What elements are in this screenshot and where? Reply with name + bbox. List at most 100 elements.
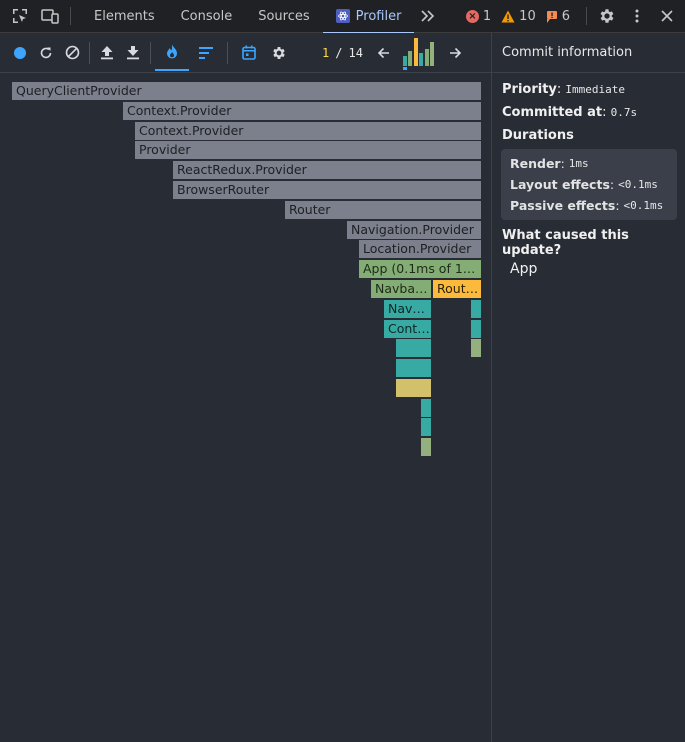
timeline-tab[interactable] xyxy=(232,35,266,71)
flame-node[interactable] xyxy=(471,320,482,338)
device-toolbar-icon[interactable] xyxy=(38,4,62,28)
commit-separator: / xyxy=(335,45,343,60)
commit-selector[interactable] xyxy=(402,36,437,70)
flame-node-context-provider[interactable]: Context.Provider xyxy=(135,122,482,140)
next-commit-button[interactable] xyxy=(443,35,469,71)
previous-commit-button[interactable] xyxy=(371,35,397,71)
tab-profiler-label: Profiler xyxy=(355,8,402,24)
flame-node[interactable] xyxy=(396,359,432,377)
clear-profiling-data-button[interactable] xyxy=(59,35,85,71)
flame-node[interactable] xyxy=(421,399,432,417)
commit-counter: 1 / 14 xyxy=(322,46,363,60)
layout-effects-label: Layout effects xyxy=(510,177,610,192)
render-value: 1ms xyxy=(568,157,589,170)
selected-commit-indicator xyxy=(402,66,407,70)
issues-badge[interactable]: 6 xyxy=(546,9,570,24)
separator xyxy=(70,7,71,25)
warnings-badge[interactable]: 10 xyxy=(501,9,536,24)
errors-badge[interactable]: × 1 xyxy=(465,8,492,24)
issues-count: 6 xyxy=(561,8,570,24)
arrow-right-icon xyxy=(450,47,462,58)
panel-title: Commit information xyxy=(502,45,633,60)
save-profile-button[interactable] xyxy=(120,35,146,71)
separator xyxy=(586,7,587,25)
passive-effects-value: <0.1ms xyxy=(623,199,664,212)
more-tabs-chevron-icon[interactable] xyxy=(416,4,440,28)
flame-icon xyxy=(167,44,177,59)
priority-value: Immediate xyxy=(565,83,626,96)
priority-row: Priority: Immediate xyxy=(502,82,626,97)
commit-bar[interactable] xyxy=(408,50,413,66)
render-label: Render xyxy=(510,156,561,171)
reload-and-profile-button[interactable] xyxy=(33,35,59,71)
flame-node[interactable] xyxy=(471,300,482,318)
record-icon xyxy=(14,46,26,59)
commit-bar[interactable] xyxy=(430,41,435,66)
inspect-element-icon[interactable] xyxy=(8,4,32,28)
flame-node-location-provider[interactable]: Location.Provider xyxy=(359,240,482,258)
flame-node-context-provider[interactable]: Context.Provider xyxy=(123,102,482,120)
render-duration-row: Render: 1ms xyxy=(510,156,589,171)
flame-node-router[interactable]: Router xyxy=(285,201,482,219)
ranked-chart-tab[interactable] xyxy=(189,35,223,71)
flame-node-navigation-provider[interactable]: Navigation.Provider xyxy=(347,221,482,239)
durations-list: Render: 1ms Layout effects: <0.1ms Passi… xyxy=(501,149,677,220)
tab-elements[interactable]: Elements xyxy=(94,8,155,24)
load-profile-button[interactable] xyxy=(94,35,120,71)
update-cause-row: What caused this update? xyxy=(492,228,685,258)
commit-info-header: Commit information xyxy=(492,33,685,73)
issues-flag-icon xyxy=(546,10,557,23)
flame-node[interactable] xyxy=(421,418,432,436)
flame-node-query-client-provider[interactable]: QueryClientProvider xyxy=(12,82,482,100)
commit-index: 1 xyxy=(322,45,330,60)
layout-effects-value: <0.1ms xyxy=(618,178,658,191)
commit-total: 14 xyxy=(348,45,363,60)
errors-count: 1 xyxy=(482,8,492,24)
settings-gear-icon[interactable] xyxy=(595,4,619,28)
flame-node-app[interactable]: App (0.1ms of 1ms) xyxy=(359,260,482,278)
commit-bar[interactable] xyxy=(413,37,418,66)
clear-icon xyxy=(65,45,79,60)
tab-console[interactable]: Console xyxy=(180,8,233,24)
flame-node-container[interactable]: Cont… xyxy=(384,320,432,338)
arrow-left-icon xyxy=(378,47,390,58)
ranked-chart-icon xyxy=(199,46,213,59)
profiler-toolbar: 1 / 14 xyxy=(0,33,491,73)
flamegraph: QueryClientProvider Context.Provider Con… xyxy=(0,74,491,742)
update-cause-component[interactable]: App xyxy=(510,261,538,277)
passive-effects-label: Passive effects xyxy=(510,198,616,213)
flame-node[interactable] xyxy=(471,339,482,357)
commit-bar[interactable] xyxy=(402,55,407,66)
flame-node-navbar[interactable]: Navbar… xyxy=(371,280,432,298)
more-options-kebab-icon[interactable] xyxy=(625,4,649,28)
commit-bar[interactable] xyxy=(419,52,424,66)
flame-node-react-redux-provider[interactable]: ReactRedux.Provider xyxy=(173,161,482,179)
close-devtools-icon[interactable] xyxy=(655,4,679,28)
commit-bar[interactable] xyxy=(424,48,429,66)
separator xyxy=(89,41,90,64)
committed-at-row: Committed at: 0.7s xyxy=(502,105,638,120)
separator xyxy=(227,41,228,64)
flame-node[interactable] xyxy=(396,339,432,357)
profiler-settings-button[interactable] xyxy=(266,35,292,71)
tab-sources[interactable]: Sources xyxy=(258,8,310,24)
error-icon: × xyxy=(465,9,479,23)
flame-node[interactable] xyxy=(421,438,432,456)
tab-profiler[interactable]: Profiler xyxy=(322,0,415,34)
flame-node-browser-router[interactable]: BrowserRouter xyxy=(173,181,482,199)
calendar-icon xyxy=(242,45,256,60)
flame-node-routes[interactable]: Rout… xyxy=(433,280,482,298)
record-button[interactable] xyxy=(7,35,33,71)
flame-node[interactable] xyxy=(396,379,432,397)
download-icon xyxy=(127,46,139,60)
warning-icon xyxy=(501,10,515,22)
settings-gear-icon xyxy=(273,46,285,59)
flame-node-navbar-child[interactable]: Navb… xyxy=(384,300,432,318)
passive-effects-row: Passive effects: <0.1ms xyxy=(510,198,664,213)
flamegraph-chart-tab[interactable] xyxy=(155,35,189,71)
update-cause-label: What caused this update? xyxy=(502,228,629,258)
priority-label: Priority xyxy=(502,82,557,97)
flame-node-provider[interactable]: Provider xyxy=(135,141,482,159)
devtools-tab-bar: Elements Console Sources Profiler × 1 10… xyxy=(0,0,685,34)
separator xyxy=(150,41,151,64)
